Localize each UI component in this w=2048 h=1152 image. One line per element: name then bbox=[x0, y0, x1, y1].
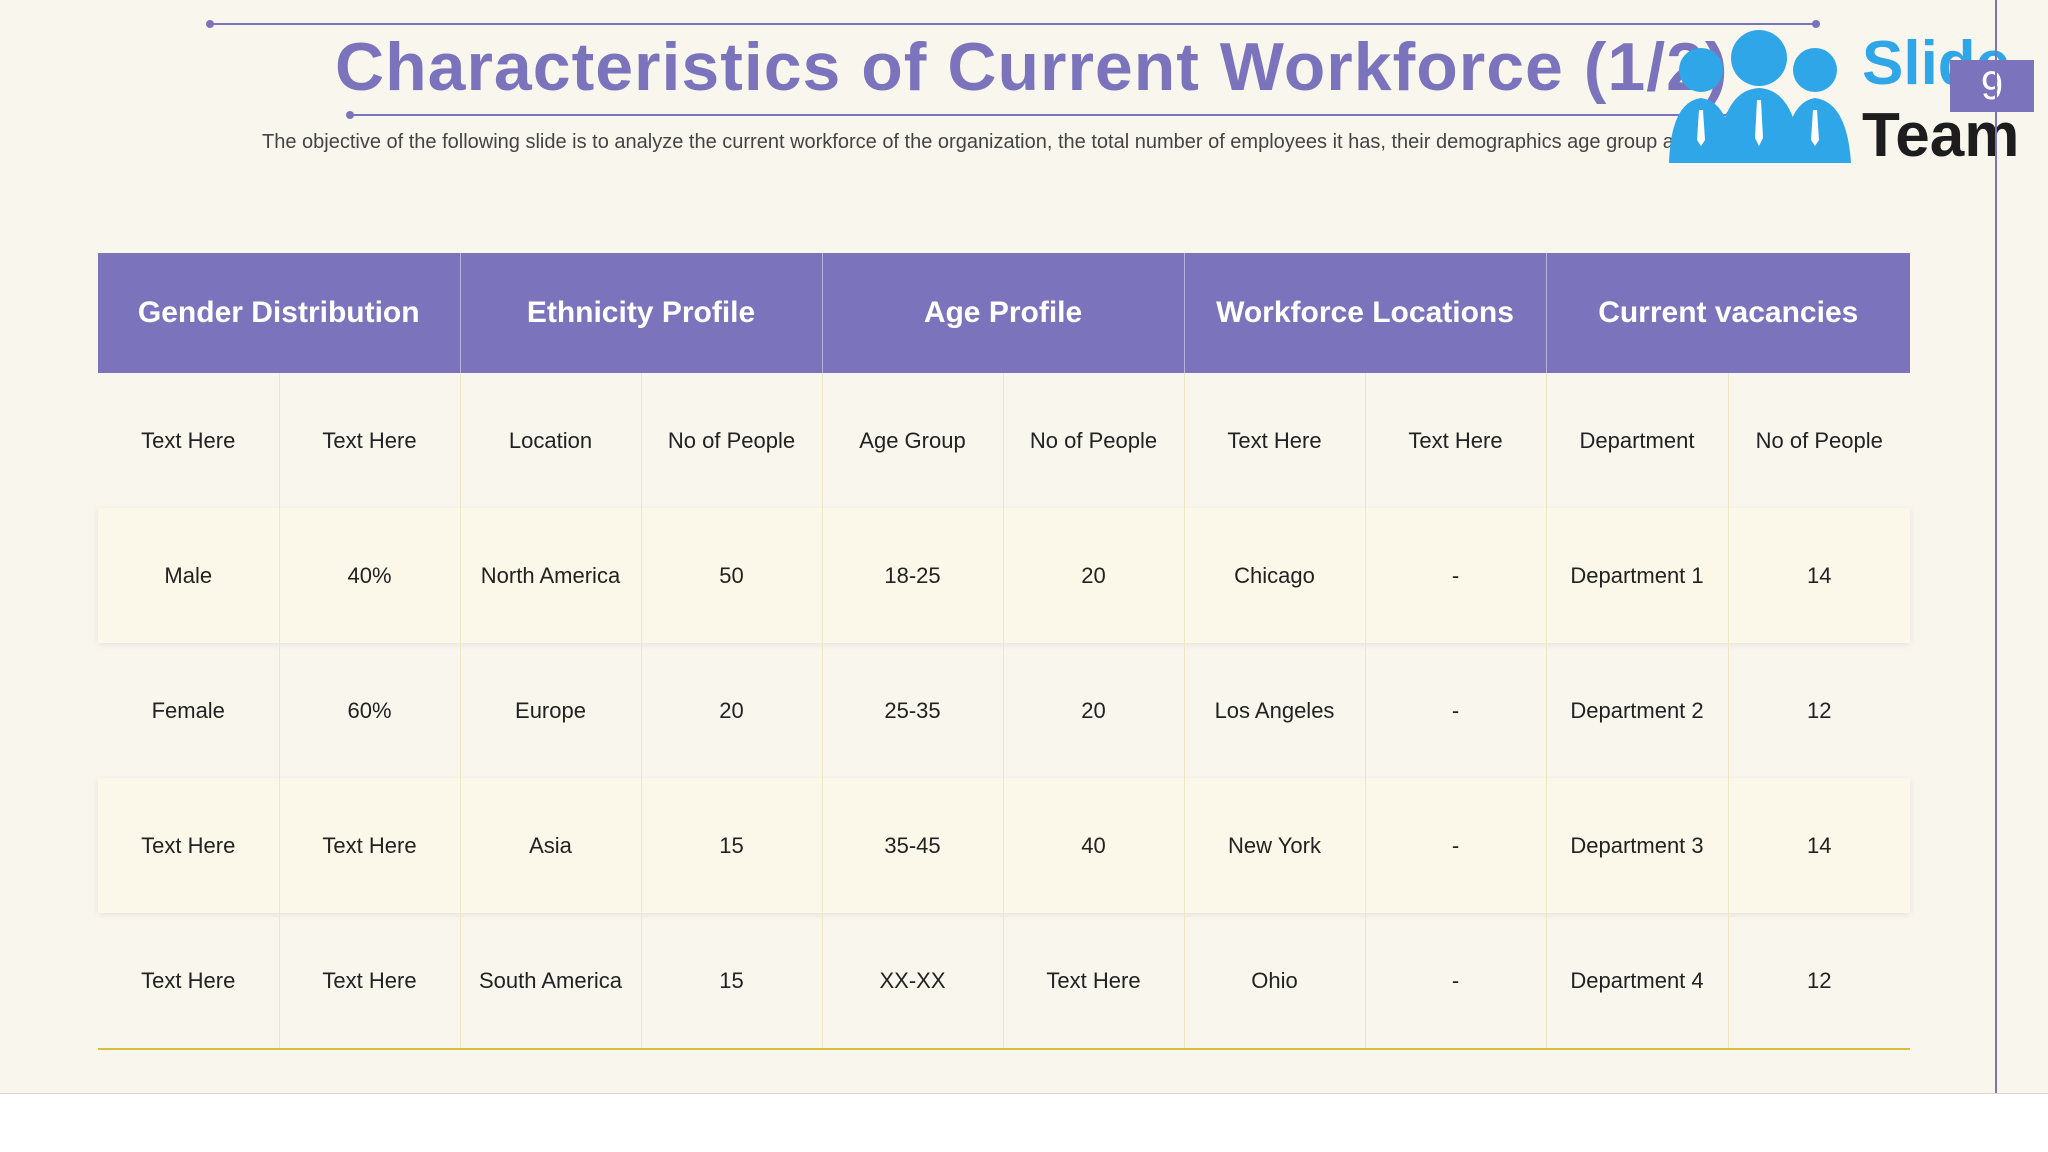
table-cell: 20 bbox=[1003, 643, 1185, 778]
table-cell: Europe bbox=[460, 643, 642, 778]
table-cell: No of People bbox=[1755, 427, 1883, 453]
table-cell: 50 bbox=[641, 508, 823, 643]
table-cell: Location bbox=[460, 373, 642, 508]
table-cell: Department 2 bbox=[1546, 643, 1729, 778]
slideteam-logo-icon bbox=[1669, 30, 1851, 163]
table-cell: Department 3 bbox=[1546, 778, 1729, 913]
table-cell: XX-XX bbox=[822, 913, 1004, 1050]
table-cell: Text Here bbox=[1003, 913, 1185, 1050]
logo-text-team: Team bbox=[1862, 101, 2020, 170]
table-cell: South America bbox=[460, 913, 642, 1050]
table-cell: No of People bbox=[1003, 373, 1185, 508]
table-cell: No of People bbox=[641, 373, 823, 508]
table-cell: Female bbox=[98, 643, 280, 778]
table-row: Text Here Text Here Location No of Peopl… bbox=[98, 373, 1910, 508]
table-cell: Text Here bbox=[98, 913, 280, 1050]
table-cell: 14 bbox=[1728, 508, 1911, 643]
table-header-row: Gender Distribution Ethnicity Profile Ag… bbox=[98, 253, 1911, 373]
table-cell: Text Here bbox=[279, 778, 461, 913]
table-cell: - bbox=[1365, 913, 1547, 1050]
header-age-profile: Age Profile bbox=[822, 253, 1185, 373]
table-cell: 12 bbox=[1728, 913, 1911, 1050]
table-cell: Text Here bbox=[1365, 373, 1547, 508]
slide-title: Characteristics of Current Workforce (1/… bbox=[335, 29, 1729, 105]
table-cell: Ohio bbox=[1184, 913, 1366, 1050]
table-cell: 18-25 bbox=[822, 508, 1004, 643]
header-ethnicity-profile: Ethnicity Profile bbox=[460, 253, 823, 373]
table-cell: New York bbox=[1184, 778, 1366, 913]
table-cell: Text Here bbox=[279, 913, 461, 1050]
table-cell: Text Here bbox=[279, 373, 461, 508]
table-cell: Chicago bbox=[1184, 508, 1366, 643]
slide-subtitle: The objective of the following slide is … bbox=[262, 131, 1682, 153]
table-cell: - bbox=[1365, 778, 1547, 913]
table-cell: 15 bbox=[641, 913, 823, 1050]
table-row: Female 60% Europe 20 25-35 20 Los Angele… bbox=[98, 643, 1910, 778]
workforce-table: Gender Distribution Ethnicity Profile Ag… bbox=[98, 253, 1911, 1050]
right-margin-rule bbox=[1995, 0, 1997, 1093]
table-row: Male 40% North America 50 18-25 20 Chica… bbox=[98, 508, 1911, 643]
table-cell: Department 1 bbox=[1546, 508, 1729, 643]
table-cell: Text Here bbox=[1184, 373, 1366, 508]
slide: Characteristics of Current Workforce (1/… bbox=[0, 0, 2048, 1094]
table-cell: Department 4 bbox=[1546, 913, 1729, 1050]
table-cell: Los Angeles bbox=[1184, 643, 1366, 778]
title-top-rule bbox=[206, 20, 1820, 28]
header-current-vacancies: Current vacancies bbox=[1546, 253, 1911, 373]
table-cell: 35-45 bbox=[822, 778, 1004, 913]
table-cell: 15 bbox=[641, 778, 823, 913]
table-cell: 14 bbox=[1728, 778, 1911, 913]
table-cell: Text Here bbox=[98, 778, 280, 913]
table-cell: 20 bbox=[1003, 508, 1185, 643]
header-workforce-locations: Workforce Locations bbox=[1184, 253, 1547, 373]
header-gender-distribution: Gender Distribution bbox=[98, 253, 461, 373]
table-cell: Department bbox=[1546, 373, 1729, 508]
table-cell: Asia bbox=[460, 778, 642, 913]
title-bottom-rule bbox=[346, 111, 1734, 119]
table-cell: Text Here bbox=[98, 373, 280, 508]
table-cell: Age Group bbox=[822, 373, 1004, 508]
table-cell: - bbox=[1365, 643, 1547, 778]
table-cell: - bbox=[1365, 508, 1547, 643]
table-cell: Male bbox=[98, 508, 280, 643]
table-cell: 25-35 bbox=[822, 643, 1004, 778]
table-cell: 40% bbox=[279, 508, 461, 643]
page-number: 9 bbox=[1950, 60, 2034, 112]
table-cell: 12 bbox=[1807, 697, 1832, 723]
table-row: Text Here Text Here Asia 15 35-45 40 New… bbox=[98, 778, 1911, 913]
table-cell: 20 bbox=[641, 643, 823, 778]
table-cell: 60% bbox=[279, 643, 461, 778]
table-row: Text Here Text Here South America 15 XX-… bbox=[98, 913, 1911, 1050]
table-cell: North America bbox=[460, 508, 642, 643]
table-cell: 40 bbox=[1003, 778, 1185, 913]
